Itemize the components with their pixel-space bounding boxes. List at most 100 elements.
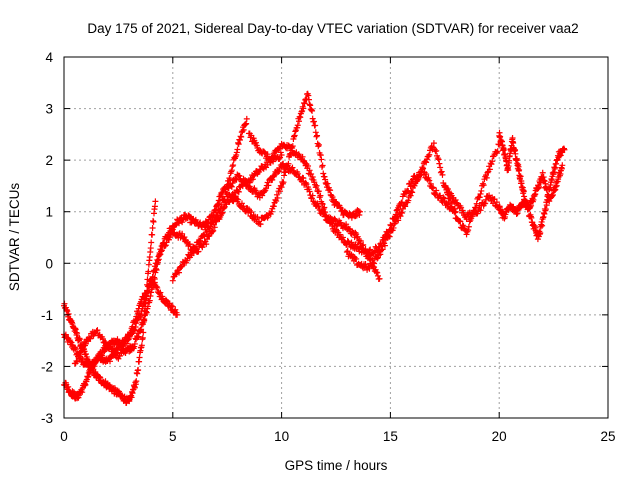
data-point bbox=[300, 175, 307, 182]
data-point bbox=[291, 133, 298, 140]
data-point bbox=[217, 205, 224, 212]
data-point bbox=[436, 160, 443, 167]
data-point bbox=[146, 297, 153, 304]
data-point bbox=[306, 167, 313, 174]
data-point bbox=[131, 384, 138, 391]
data-point bbox=[437, 164, 444, 171]
data-point bbox=[240, 203, 247, 210]
data-point bbox=[409, 189, 416, 196]
data-point bbox=[301, 100, 308, 107]
data-point bbox=[344, 248, 351, 255]
data-point bbox=[268, 208, 275, 215]
data-point bbox=[426, 177, 433, 184]
data-point bbox=[437, 192, 444, 199]
data-point bbox=[377, 251, 384, 258]
data-point bbox=[282, 169, 289, 176]
data-point bbox=[127, 329, 134, 336]
data-point bbox=[440, 194, 447, 201]
data-point bbox=[419, 164, 426, 171]
data-point bbox=[72, 344, 79, 351]
data-point bbox=[374, 255, 381, 262]
data-point bbox=[278, 151, 285, 158]
data-point bbox=[337, 219, 344, 226]
data-point bbox=[473, 200, 480, 207]
data-point bbox=[128, 394, 135, 401]
series-sat-e bbox=[169, 160, 383, 284]
data-point bbox=[302, 179, 309, 186]
data-point bbox=[127, 347, 134, 354]
data-point bbox=[149, 231, 156, 238]
data-point bbox=[305, 92, 312, 99]
data-point bbox=[158, 248, 165, 255]
data-point bbox=[346, 226, 353, 233]
data-point bbox=[434, 155, 441, 162]
data-point bbox=[306, 101, 313, 108]
x-tick-label: 15 bbox=[383, 429, 398, 444]
y-tick-label: 1 bbox=[45, 205, 53, 220]
data-point bbox=[314, 132, 321, 139]
data-point bbox=[522, 197, 529, 204]
x-tick-label: 10 bbox=[274, 429, 289, 444]
data-point bbox=[136, 354, 143, 361]
data-point bbox=[93, 327, 100, 334]
data-point bbox=[545, 192, 552, 199]
data-point bbox=[399, 210, 406, 217]
data-point bbox=[317, 192, 324, 199]
data-point bbox=[423, 171, 430, 178]
data-point bbox=[339, 234, 346, 241]
data-point bbox=[324, 180, 331, 187]
data-point bbox=[315, 141, 322, 148]
data-point bbox=[275, 168, 282, 175]
data-point bbox=[373, 269, 380, 276]
data-point bbox=[292, 128, 299, 135]
data-point bbox=[87, 367, 94, 374]
y-axis-label: SDTVAR / TECUs bbox=[7, 183, 22, 292]
data-point bbox=[123, 340, 130, 347]
data-point bbox=[266, 159, 273, 166]
series-sat-j bbox=[496, 129, 568, 243]
data-point bbox=[178, 263, 185, 270]
data-point bbox=[203, 241, 210, 248]
data-point bbox=[215, 200, 222, 207]
data-point bbox=[276, 167, 283, 174]
data-point bbox=[357, 238, 364, 245]
data-point bbox=[67, 338, 74, 345]
data-point bbox=[280, 179, 287, 186]
data-point bbox=[376, 275, 383, 282]
data-point bbox=[168, 302, 175, 309]
data-point bbox=[414, 177, 421, 184]
data-point bbox=[315, 203, 322, 210]
data-point bbox=[94, 327, 101, 334]
data-point bbox=[138, 342, 145, 349]
data-point bbox=[235, 196, 242, 203]
data-point bbox=[309, 174, 316, 181]
data-point bbox=[134, 310, 141, 317]
data-point bbox=[322, 176, 329, 183]
data-point bbox=[201, 233, 208, 240]
data-point bbox=[559, 162, 566, 169]
data-point bbox=[129, 323, 136, 330]
data-point bbox=[133, 378, 140, 385]
data-point bbox=[519, 184, 526, 191]
data-point bbox=[427, 180, 434, 187]
data-point bbox=[270, 154, 277, 161]
data-point bbox=[310, 118, 317, 125]
y-tick-label: 4 bbox=[45, 50, 53, 65]
data-point bbox=[158, 247, 165, 254]
data-point bbox=[457, 218, 464, 225]
data-point bbox=[273, 191, 280, 198]
data-point bbox=[313, 182, 320, 189]
data-point bbox=[243, 120, 250, 127]
data-point bbox=[274, 194, 281, 201]
data-point bbox=[151, 267, 158, 274]
data-point bbox=[281, 172, 288, 179]
data-point bbox=[390, 224, 397, 231]
data-point bbox=[228, 168, 235, 175]
data-point bbox=[299, 153, 306, 160]
data-point bbox=[141, 317, 148, 324]
data-point bbox=[320, 170, 327, 177]
data-point bbox=[176, 269, 183, 276]
data-point bbox=[76, 336, 83, 343]
data-point bbox=[344, 237, 351, 244]
y-tick-label: -1 bbox=[41, 308, 53, 323]
